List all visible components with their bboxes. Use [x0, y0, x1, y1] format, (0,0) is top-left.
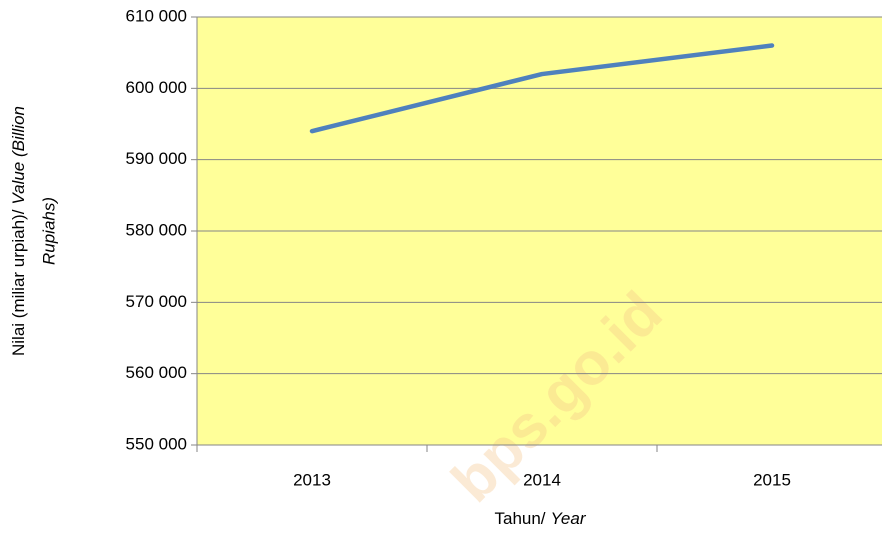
y-tick-label: 570 000: [126, 292, 187, 311]
y-axis-label-text: Nilai (miliar urpiah)/: [9, 209, 28, 356]
y-tick-label: 550 000: [126, 434, 187, 453]
x-axis-label-italic: Year: [551, 509, 587, 528]
line-series: [309, 43, 775, 134]
y-tick-label: 600 000: [126, 78, 187, 97]
x-tick-label: 2014: [523, 470, 561, 489]
x-tick-label: 2015: [753, 470, 791, 489]
y-tick-label: 610 000: [126, 6, 187, 25]
y-axis-label-italic: Value (Billion: [9, 106, 28, 205]
y-axis-label: Nilai (miliar urpiah)/ Value (Billion Rup…: [9, 106, 58, 356]
y-tick-label: 560 000: [126, 363, 187, 382]
y-axis-label-line2: Rupiahs): [39, 197, 58, 265]
x-axis-label: Tahun/Year: [494, 509, 586, 528]
y-axis-label-line1: Nilai (miliar urpiah)/ Value (Billion: [9, 106, 28, 356]
y-tick-label: 590 000: [126, 149, 187, 168]
y-tick-label: 580 000: [126, 220, 187, 239]
x-axis-label-text: Tahun/: [494, 509, 545, 528]
x-tick-label: 2013: [293, 470, 331, 489]
